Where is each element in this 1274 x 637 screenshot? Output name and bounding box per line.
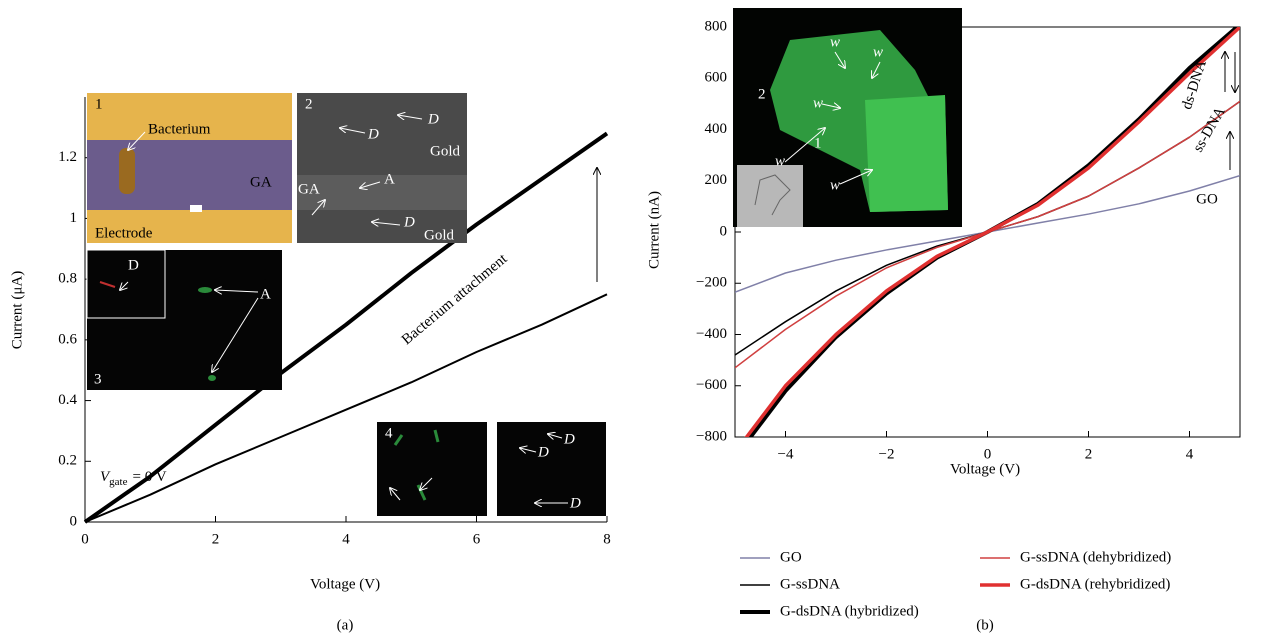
series-group bbox=[83, 131, 609, 524]
y-tick-label: 0.8 bbox=[58, 271, 77, 287]
legend-label: G-dsDNA (rehybridized) bbox=[1020, 576, 1170, 592]
arrows-b bbox=[1225, 52, 1235, 170]
y-tick-label: 600 bbox=[705, 70, 728, 86]
inset-label: w bbox=[873, 44, 883, 60]
inset-label: A bbox=[384, 171, 395, 187]
inset-label: D bbox=[128, 257, 139, 273]
inset-label: w bbox=[813, 95, 823, 111]
series-group bbox=[735, 27, 1240, 437]
inset-1: 1 Bacterium GA Electrode bbox=[87, 93, 292, 243]
y-tick-label: 0.6 bbox=[58, 331, 77, 347]
y-tick-label: 1.2 bbox=[58, 149, 77, 165]
inset-label: Gold bbox=[424, 227, 455, 243]
legend-label: GO bbox=[780, 549, 802, 565]
data-line bbox=[744, 27, 1240, 437]
inset-label: Electrode bbox=[95, 225, 153, 241]
gate-subscript: gate bbox=[109, 476, 127, 488]
series-label: Bacterium attachment bbox=[399, 250, 511, 348]
inset-label: D bbox=[569, 495, 581, 511]
legend-label: G-ssDNA bbox=[780, 576, 840, 592]
annotation: ss-DNA bbox=[1190, 104, 1229, 155]
y-tick-label: −600 bbox=[696, 377, 727, 393]
inset-label: 1 bbox=[95, 96, 103, 112]
inset-label: Gold bbox=[430, 143, 461, 159]
gate-symbol: V bbox=[100, 469, 111, 485]
inset-label: Bacterium bbox=[148, 121, 211, 137]
inset-label: w bbox=[830, 177, 840, 193]
x-axis-label: Voltage (V) bbox=[950, 461, 1020, 477]
x-tick-label: 8 bbox=[603, 531, 611, 547]
inset-label: D bbox=[563, 431, 575, 447]
y-tick-label: 400 bbox=[705, 121, 728, 137]
inset-4: 4 bbox=[377, 422, 487, 516]
gate-label: Vgate = 0 V bbox=[100, 469, 167, 487]
inset-label: w bbox=[830, 34, 840, 50]
inset-5: D D D bbox=[497, 422, 606, 516]
inset-label: 4 bbox=[385, 425, 393, 441]
y-axis-label: Current (nA) bbox=[646, 191, 662, 269]
x-axis-label: Voltage (V) bbox=[310, 576, 380, 592]
y-axis-label: Current (μA) bbox=[9, 271, 25, 349]
annotation: GO bbox=[1196, 191, 1218, 207]
annotation: ds-DNA bbox=[1179, 58, 1210, 111]
inset-b: w w 2 w w 1 w bbox=[733, 8, 962, 227]
inset-label: GA bbox=[298, 181, 320, 197]
inset-label: 2 bbox=[758, 86, 766, 102]
inset-3: D A 3 bbox=[86, 249, 282, 390]
inset-label: 3 bbox=[94, 371, 102, 387]
y-tick-label: 0 bbox=[720, 223, 728, 239]
inset-label: D bbox=[403, 214, 415, 230]
inset-2: 2 D D Gold GA A D Gold bbox=[297, 93, 467, 243]
y-tick-label: 0.2 bbox=[58, 453, 77, 469]
legend-label: G-dsDNA (hybridized) bbox=[780, 603, 919, 619]
x-tick-label: 4 bbox=[1186, 446, 1194, 462]
x-tick-label: 2 bbox=[212, 531, 220, 547]
x-tick-label: 0 bbox=[984, 446, 992, 462]
panel-label: (a) bbox=[337, 617, 354, 633]
inset-label: GA bbox=[250, 174, 272, 190]
y-tick-label: 1 bbox=[70, 210, 78, 226]
x-tick-label: −4 bbox=[778, 446, 794, 462]
x-tick-label: 6 bbox=[473, 531, 481, 547]
gate-rest: = 0 V bbox=[133, 469, 167, 485]
inset-label: 2 bbox=[305, 96, 313, 112]
inset-label: w bbox=[775, 153, 785, 169]
inset-label: 1 bbox=[814, 135, 822, 151]
y-tick-label: 200 bbox=[705, 172, 728, 188]
y-tick-label: 0.4 bbox=[58, 392, 77, 408]
legend-label: G-ssDNA (dehybridized) bbox=[1020, 549, 1171, 565]
y-tick-label: 800 bbox=[705, 18, 728, 34]
inset-label: D bbox=[367, 126, 379, 142]
x-tick-label: 0 bbox=[81, 531, 89, 547]
inset-label: D bbox=[537, 444, 549, 460]
x-tick-label: 2 bbox=[1085, 446, 1093, 462]
y-tick-label: −200 bbox=[696, 275, 727, 291]
x-tick-label: −2 bbox=[879, 446, 895, 462]
y-tick-label: −800 bbox=[696, 428, 727, 444]
data-line bbox=[83, 131, 609, 524]
panel-label: (b) bbox=[976, 617, 994, 633]
y-tick-label: −400 bbox=[696, 326, 727, 342]
x-tick-label: 4 bbox=[342, 531, 350, 547]
inset-label: A bbox=[260, 286, 271, 302]
inset-label: D bbox=[427, 111, 439, 127]
data-line bbox=[84, 293, 608, 523]
y-tick-label: 0 bbox=[70, 513, 78, 529]
